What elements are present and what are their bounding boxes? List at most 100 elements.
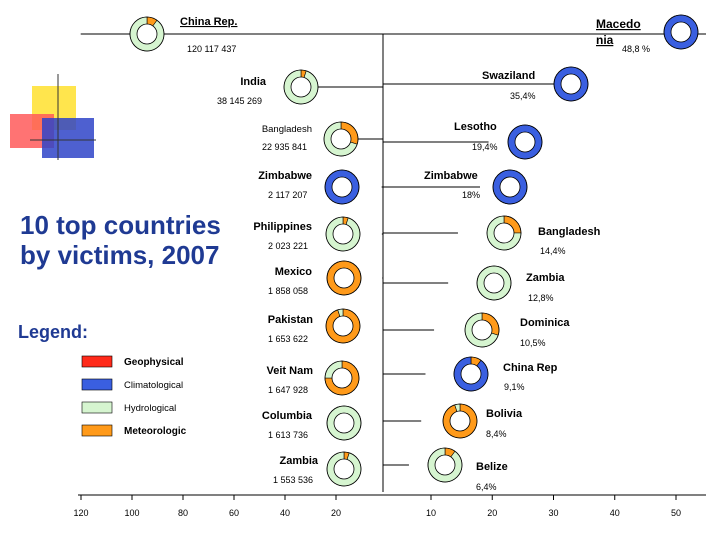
left-tick-label-4: 40 xyxy=(280,508,290,518)
right-country-label-3: Zimbabwe xyxy=(424,170,478,182)
right-tick-label-4: 50 xyxy=(671,508,681,518)
left-country-label-6: Pakistan xyxy=(268,314,314,326)
left-donut-5-hole xyxy=(333,267,355,289)
right-donut-0 xyxy=(663,14,699,50)
right-value-label-7: 9,1% xyxy=(504,382,525,392)
right-value-label-9: 6,4% xyxy=(476,482,497,492)
legend-swatch-meteorologic xyxy=(81,424,113,437)
legend-swatch-geophysical xyxy=(81,355,113,368)
right-donut-4-outline xyxy=(486,215,522,251)
left-donut-3-hole xyxy=(331,176,353,198)
right-donut-4-hole xyxy=(493,222,515,244)
right-donut-2 xyxy=(507,124,543,160)
right-tick-label-0: 10 xyxy=(426,508,436,518)
legend: Geophysical Climatological Hydrological Met… xyxy=(81,355,187,437)
left-donut-8 xyxy=(326,405,362,441)
right-donut-8-hole xyxy=(449,410,471,432)
left-donut-1 xyxy=(283,69,319,105)
right-value-label-6: 10,5% xyxy=(520,338,546,348)
right-donut-5 xyxy=(476,265,512,301)
left-donut-9-hole xyxy=(333,458,355,480)
right-country-label-9: Belize xyxy=(476,461,508,473)
left-donut-9 xyxy=(326,451,362,487)
right-donut-3 xyxy=(492,169,528,205)
right-value-label-3: 18% xyxy=(462,190,480,200)
left-donut-6-outline xyxy=(325,308,361,344)
chart-title-line-1: 10 top countries xyxy=(20,210,221,240)
legend-label-climatological: Climatological xyxy=(124,380,183,391)
right-country-label-0-line-0: Macedo xyxy=(596,17,641,31)
left-country-label-3: Zimbabwe xyxy=(258,170,312,182)
left-country-label-7: Veit Nam xyxy=(267,365,314,377)
legend-label-meteorologic: Meteorologic xyxy=(124,426,187,437)
left-donut-8-hole xyxy=(333,412,355,434)
chart-title-line-2: by victims, 2007 xyxy=(20,240,219,270)
right-donut-6-hole xyxy=(471,319,493,341)
logo-blue-square xyxy=(42,118,94,158)
left-value-label-0: 120 117 437 xyxy=(187,44,236,54)
left-value-label-7: 1 647 928 xyxy=(268,385,308,395)
left-donut-6-hole xyxy=(332,315,354,337)
right-donut-3-outline xyxy=(492,169,528,205)
left-donut-3 xyxy=(324,169,360,205)
left-value-label-5: 1 858 058 xyxy=(268,286,308,296)
right-country-label-4: Bangladesh xyxy=(538,226,601,238)
left-donut-8-outline xyxy=(326,405,362,441)
right-donut-7 xyxy=(453,356,489,392)
right-donut-2-outline xyxy=(507,124,543,160)
right-donut-7-hole xyxy=(460,363,482,385)
left-tick-label-0: 120 xyxy=(73,508,88,518)
right-donut-6-outline xyxy=(464,312,500,348)
right-donut-1 xyxy=(553,66,589,102)
left-tick-label-2: 80 xyxy=(178,508,188,518)
left-donut-7-hole xyxy=(331,367,353,389)
legend-swatch-hydrological xyxy=(81,401,113,414)
legend-title: Legend: xyxy=(18,322,88,342)
left-donut-1-outline xyxy=(283,69,319,105)
right-donut-0-outline xyxy=(663,14,699,50)
right-tick-label-2: 30 xyxy=(548,508,558,518)
left-value-label-8: 1 613 736 xyxy=(268,430,308,440)
legend-label-geophysical: Geophysical xyxy=(124,357,184,368)
left-donut-5 xyxy=(326,260,362,296)
left-donut-3-outline xyxy=(324,169,360,205)
left-donut-9-outline xyxy=(326,451,362,487)
left-donut-4-hole xyxy=(332,223,354,245)
left-value-label-9: 1 553 536 xyxy=(273,475,313,485)
left-donut-7 xyxy=(324,360,360,396)
left-donut-0-hole xyxy=(136,23,158,45)
left-donut-4 xyxy=(325,216,361,252)
right-donut-1-outline xyxy=(553,66,589,102)
left-value-label-1: 38 145 269 xyxy=(217,96,262,106)
right-value-label-0: 48,8 % xyxy=(622,44,650,54)
right-tick-label-3: 40 xyxy=(610,508,620,518)
right-chart: Macedo nia 48,8 % Swaziland 35,4% Lesotho 19,4… xyxy=(383,14,699,492)
left-tick-label-3: 60 xyxy=(229,508,239,518)
right-country-label-6: Dominica xyxy=(520,317,570,329)
decorative-logo xyxy=(10,74,96,160)
right-tick-label-1: 20 xyxy=(487,508,497,518)
right-donut-8-outline xyxy=(442,403,478,439)
left-value-label-6: 1 653 622 xyxy=(268,334,308,344)
right-donut-5-outline xyxy=(476,265,512,301)
right-donut-9-hole xyxy=(434,454,456,476)
left-value-label-4: 2 023 221 xyxy=(268,241,308,251)
left-value-label-3: 2 117 207 xyxy=(268,190,307,200)
left-donut-1-hole xyxy=(290,76,312,98)
right-donut-7-outline xyxy=(453,356,489,392)
left-country-label-5: Mexico xyxy=(275,266,313,278)
left-chart: China Rep. 120 117 437 India 38 145 269 Bang… xyxy=(80,16,383,487)
left-donut-0 xyxy=(129,16,165,52)
right-value-label-5: 12,8% xyxy=(528,293,554,303)
right-donut-5-hole xyxy=(483,272,505,294)
left-country-label-8: Columbia xyxy=(262,410,313,422)
right-value-label-2: 19,4% xyxy=(472,142,498,152)
left-donut-6 xyxy=(325,308,361,344)
right-value-label-1: 35,4% xyxy=(510,91,536,101)
right-value-label-4: 14,4% xyxy=(540,246,566,256)
left-country-label-1: India xyxy=(240,76,267,88)
right-country-label-0-line-1: nia xyxy=(596,33,614,47)
left-tick-label-5: 20 xyxy=(331,508,341,518)
